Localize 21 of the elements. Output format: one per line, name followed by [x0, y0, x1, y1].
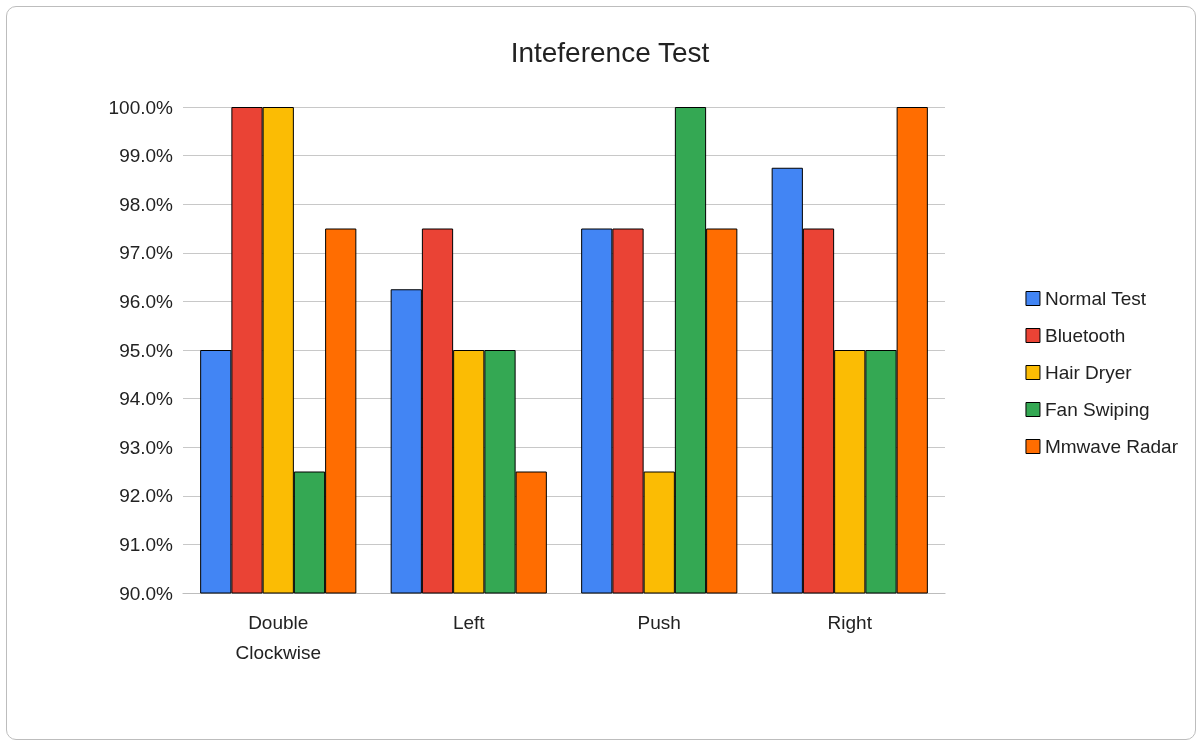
legend-label: Hair Dryer — [1044, 362, 1133, 383]
y-tick-label: 92.0% — [119, 485, 174, 507]
x-tick-label: Right — [827, 611, 873, 633]
y-tick-label: 91.0% — [119, 533, 174, 555]
legend-label: Mmwave Radar — [1044, 436, 1179, 457]
x-tick-label: Double Clockwise — [235, 611, 322, 663]
y-tick-label: 97.0% — [119, 242, 174, 264]
y-tick-label: 95.0% — [119, 339, 174, 361]
y-tick-label: 96.0% — [119, 290, 174, 312]
x-tick-label: Push — [637, 611, 681, 633]
legend-label: Fan Swiping — [1044, 399, 1150, 420]
y-tick-label: 100.0% — [108, 96, 174, 118]
y-tick-label: 90.0% — [119, 582, 174, 604]
y-tick-label: 99.0% — [119, 145, 174, 167]
legend-label: Bluetooth — [1044, 325, 1126, 346]
y-tick-label: 93.0% — [119, 436, 174, 458]
y-tick-label: 94.0% — [119, 388, 174, 410]
legend-label: Normal Test — [1044, 288, 1147, 309]
chart-title: Inteference Test — [510, 36, 710, 68]
x-tick-label: Left — [452, 611, 486, 633]
y-tick-label: 98.0% — [119, 193, 174, 215]
